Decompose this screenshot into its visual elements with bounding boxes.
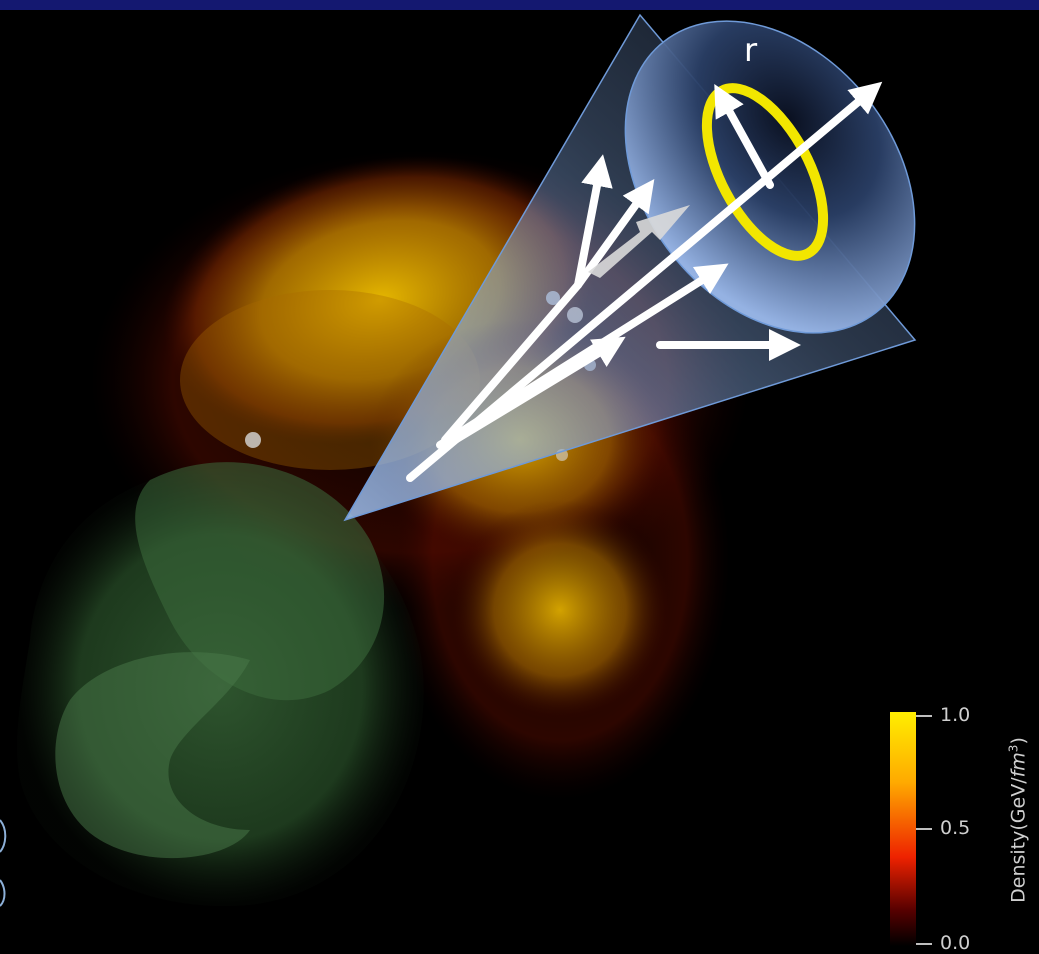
colorbar-tick-mid: 0.5 (940, 817, 971, 839)
colorbar-tick-min: 0.0 (940, 932, 971, 954)
corner-logo-fragment (0, 819, 7, 907)
radius-label: r (744, 31, 758, 69)
colorbar-tick-max: 1.0 (940, 704, 971, 726)
colorbar (890, 712, 932, 946)
direction-arrow-3d (588, 205, 690, 278)
top-title-bar (0, 0, 1039, 10)
low-density-region (17, 462, 424, 907)
colorbar-title: Density(GeV/fm3) (1006, 737, 1030, 903)
momentum-arrows (406, 81, 883, 482)
